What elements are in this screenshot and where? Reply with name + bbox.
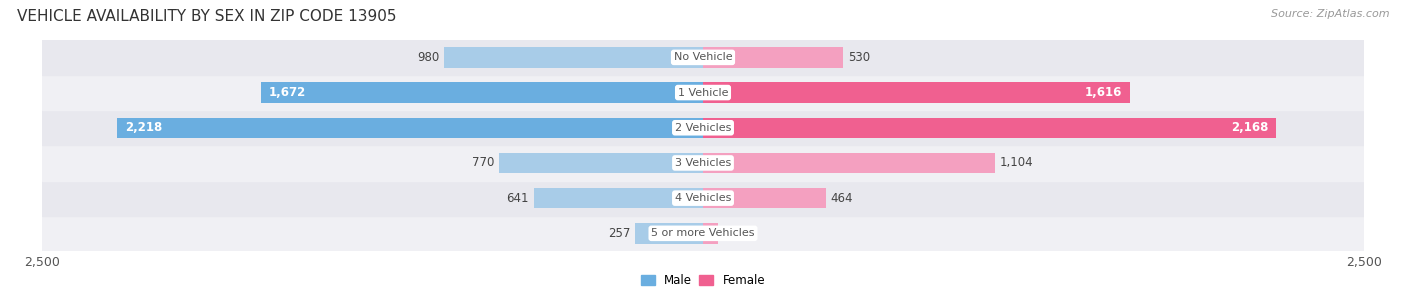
Text: VEHICLE AVAILABILITY BY SEX IN ZIP CODE 13905: VEHICLE AVAILABILITY BY SEX IN ZIP CODE … — [17, 9, 396, 24]
Text: 1,672: 1,672 — [269, 86, 307, 99]
Text: 57: 57 — [723, 227, 738, 240]
Bar — [499, 153, 703, 173]
Bar — [533, 188, 703, 208]
Text: 1,616: 1,616 — [1085, 86, 1122, 99]
Bar — [42, 40, 1364, 75]
Bar — [42, 145, 1364, 181]
Bar — [42, 75, 1364, 110]
Text: 2 Vehicles: 2 Vehicles — [675, 123, 731, 133]
Bar — [703, 118, 1277, 138]
Text: 530: 530 — [848, 51, 870, 64]
Text: 5 or more Vehicles: 5 or more Vehicles — [651, 228, 755, 238]
Text: 2,168: 2,168 — [1230, 121, 1268, 134]
Text: 3 Vehicles: 3 Vehicles — [675, 158, 731, 168]
Bar — [703, 82, 1130, 103]
Text: Source: ZipAtlas.com: Source: ZipAtlas.com — [1271, 9, 1389, 19]
Bar — [703, 188, 825, 208]
Text: 464: 464 — [831, 192, 853, 205]
Text: 4 Vehicles: 4 Vehicles — [675, 193, 731, 203]
Text: No Vehicle: No Vehicle — [673, 52, 733, 62]
Bar — [42, 216, 1364, 251]
Bar — [117, 118, 703, 138]
Bar — [444, 47, 703, 68]
Bar — [42, 181, 1364, 216]
Bar — [262, 82, 703, 103]
Bar — [703, 153, 995, 173]
Text: 257: 257 — [607, 227, 630, 240]
Text: 1 Vehicle: 1 Vehicle — [678, 88, 728, 98]
Bar — [703, 47, 844, 68]
Bar — [703, 223, 718, 244]
Bar — [636, 223, 703, 244]
Text: 980: 980 — [418, 51, 439, 64]
Legend: Male, Female: Male, Female — [636, 269, 770, 292]
Text: 1,104: 1,104 — [1000, 156, 1033, 170]
Text: 641: 641 — [506, 192, 529, 205]
Bar — [42, 110, 1364, 145]
Text: 2,218: 2,218 — [125, 121, 162, 134]
Text: 770: 770 — [472, 156, 495, 170]
